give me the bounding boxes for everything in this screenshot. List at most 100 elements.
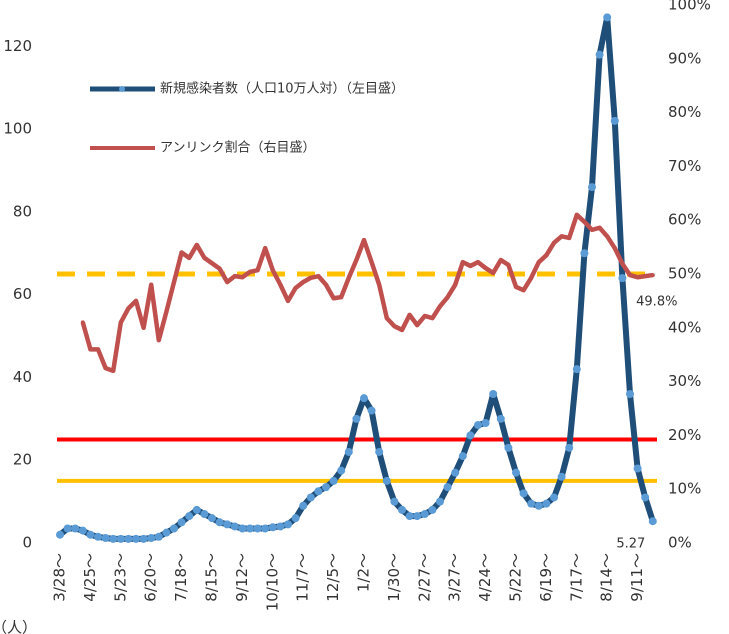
legend-marker (120, 146, 124, 150)
data-point (139, 534, 148, 543)
data-point (574, 212, 579, 217)
y2-tick-label: 100% (668, 0, 711, 14)
data-point (595, 50, 604, 59)
data-point (301, 280, 306, 285)
x-tick-label: 8/15～ (203, 553, 221, 602)
data-point (202, 255, 207, 260)
data-point (56, 530, 64, 539)
x-tick-label: 8/14～ (598, 553, 616, 602)
y2-tick-label: 70% (668, 157, 701, 175)
data-point (185, 512, 194, 521)
data-point (170, 524, 178, 533)
data-point (474, 421, 482, 430)
data-point (225, 280, 230, 285)
data-point (367, 406, 376, 415)
data-point (331, 296, 336, 301)
data-point (116, 534, 125, 543)
data-point (405, 512, 414, 521)
data-point (400, 327, 404, 332)
data-point (620, 261, 625, 266)
data-point (527, 499, 536, 508)
data-point (550, 493, 558, 502)
data-point (382, 476, 391, 485)
x-tick-label: 7/18～ (172, 553, 190, 602)
data-point (132, 534, 140, 543)
data-point (438, 304, 442, 309)
legend-label: アンリンク割合（右目盛） (160, 140, 315, 156)
data-point (149, 282, 154, 287)
x-tick-label: 12/5～ (324, 553, 342, 602)
x-tick-label: 3/28～ (51, 553, 69, 602)
x-tick-label: 9/12～ (233, 553, 251, 602)
data-point (544, 253, 549, 258)
data-point (460, 260, 465, 265)
x-tick-label: 4/25～ (81, 553, 99, 602)
x-tick-label: 10/10～ (263, 553, 281, 611)
data-point (164, 309, 169, 314)
data-point (491, 270, 496, 275)
data-point (580, 249, 589, 258)
data-point (200, 510, 209, 519)
data-point (360, 394, 368, 403)
legend-marker (119, 86, 125, 92)
data-point (552, 240, 556, 245)
data-point (536, 260, 541, 265)
y-tick-label: 120 (3, 37, 32, 55)
data-point (633, 464, 642, 473)
data-point (80, 320, 85, 325)
data-point (230, 522, 239, 531)
data-point (248, 269, 252, 274)
data-point (291, 514, 300, 523)
data-point (398, 505, 406, 514)
data-point (324, 282, 328, 287)
data-point (650, 273, 655, 278)
y-tick-label: 40 (13, 368, 32, 386)
data-point (240, 275, 245, 280)
y2-tick-label: 20% (668, 426, 701, 444)
data-point (210, 261, 214, 266)
x-tick-label: 1/30～ (385, 553, 403, 602)
data-point (504, 443, 513, 452)
data-point (194, 242, 199, 247)
y2-tick-label: 0% (668, 534, 692, 552)
data-point (458, 452, 467, 461)
y-tick-label: 0 (22, 534, 32, 552)
y-axis-label: （人） (0, 619, 37, 634)
data-point (299, 501, 308, 510)
data-point (270, 268, 275, 273)
data-point (103, 366, 108, 371)
data-point (352, 414, 361, 423)
data-point (445, 295, 450, 300)
data-point (420, 510, 429, 519)
x-tick-label: 11/7～ (294, 553, 312, 602)
x-tick-label: 4/24～ (476, 553, 494, 602)
data-point (588, 183, 596, 192)
data-point (63, 524, 72, 533)
x-tick-label: 6/19～ (537, 553, 555, 602)
data-point (344, 447, 353, 456)
x-tick-label: 5/22～ (507, 553, 525, 602)
data-point (286, 298, 290, 303)
data-point (428, 505, 437, 514)
data-point (316, 274, 321, 279)
y2-tick-label: 10% (668, 480, 701, 498)
data-point (369, 260, 374, 265)
series-line (80, 212, 654, 374)
data-point (172, 280, 176, 285)
data-point (612, 246, 617, 251)
data-point (375, 447, 384, 456)
y2-tick-label: 80% (668, 103, 701, 121)
x-tick-label: 7/17～ (567, 553, 585, 602)
data-point (643, 274, 648, 279)
data-point (534, 501, 543, 510)
data-point (565, 443, 574, 452)
data-point (187, 255, 192, 260)
y2-tick-label: 50% (668, 265, 701, 283)
data-point (557, 472, 566, 481)
data-point (390, 497, 399, 506)
data-point (223, 520, 232, 529)
y2-tick-label: 30% (668, 372, 701, 390)
data-point (208, 514, 216, 523)
data-point (483, 266, 488, 271)
data-point (377, 282, 382, 287)
